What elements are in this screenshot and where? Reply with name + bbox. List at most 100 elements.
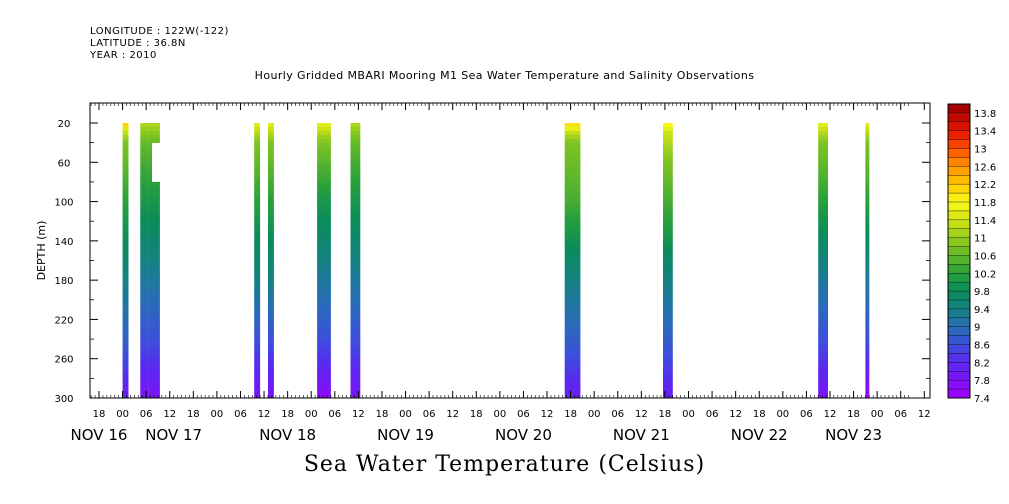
data-cell [148, 193, 160, 198]
x-tick-label: 12 [541, 409, 554, 420]
data-cell [564, 382, 581, 387]
data-cell [140, 236, 149, 242]
data-cell [663, 358, 673, 363]
data-cell [865, 260, 870, 265]
data-cell [564, 130, 581, 136]
data-cell [818, 189, 828, 195]
data-cell [122, 217, 129, 222]
colorbar-swatch [948, 282, 970, 292]
data-cell [268, 386, 274, 391]
data-cell [564, 291, 581, 297]
data-cell [564, 162, 581, 167]
data-cell [564, 276, 581, 281]
data-cell [268, 225, 274, 230]
data-cell [564, 217, 581, 222]
x-date-label: NOV 20 [495, 426, 552, 444]
data-cell [564, 126, 581, 132]
data-cell [564, 138, 581, 143]
data-cell [564, 354, 581, 360]
colorbar-swatch [948, 353, 970, 363]
x-tick-label: 06 [706, 409, 719, 420]
data-cell [317, 138, 331, 143]
data-cell [317, 154, 331, 159]
colorbar-swatch [948, 380, 970, 390]
data-cell [268, 236, 274, 242]
x-tick-label: 06 [140, 409, 153, 420]
data-cell [140, 394, 149, 399]
data-cell [268, 248, 274, 253]
data-cell [663, 244, 673, 250]
data-cell [140, 146, 149, 151]
data-column [254, 123, 261, 399]
data-cell [350, 362, 361, 367]
data-cell [818, 225, 828, 230]
data-cell [663, 291, 673, 297]
data-cell [663, 323, 673, 328]
data-cell [254, 240, 261, 246]
colorbar-label: 7.4 [974, 394, 990, 405]
data-cell [865, 350, 870, 356]
data-cell [564, 311, 581, 316]
data-cell [564, 146, 581, 151]
data-cell [350, 260, 361, 265]
data-cell [254, 264, 261, 269]
data-cell [268, 319, 274, 324]
data-cell [122, 335, 129, 340]
colorbar-swatch [948, 175, 970, 185]
data-cell [140, 335, 149, 340]
data-cell [317, 248, 331, 253]
data-cell [818, 319, 828, 324]
data-cell [317, 354, 331, 360]
data-cell [564, 370, 581, 375]
data-cell [254, 327, 261, 332]
data-cell [268, 354, 274, 360]
data-cell [663, 134, 673, 140]
data-cell [140, 268, 149, 273]
data-cell [140, 346, 149, 352]
data-cell [865, 166, 870, 171]
data-cell [254, 189, 261, 195]
data-cell [254, 197, 261, 202]
data-cell [865, 343, 870, 348]
data-cell [317, 268, 331, 273]
y-tick-label: 260 [54, 355, 73, 366]
data-cell [148, 335, 160, 340]
data-cell [122, 264, 129, 269]
data-cell [148, 374, 160, 379]
data-cell [865, 205, 870, 210]
data-cell [254, 335, 261, 340]
data-cell [254, 142, 261, 147]
data-cell [122, 382, 129, 387]
data-cell [317, 244, 331, 250]
data-cell [317, 303, 331, 308]
data-cell [350, 252, 361, 257]
data-cell [818, 229, 828, 234]
y-tick-label: 100 [54, 198, 73, 209]
data-cell [865, 390, 870, 395]
data-cell [865, 323, 870, 328]
data-cell [564, 174, 581, 179]
data-cell [317, 236, 331, 242]
data-cell [317, 390, 331, 395]
data-cell [148, 358, 160, 363]
data-cell [140, 256, 149, 261]
data-cell [254, 315, 261, 320]
data-cell [140, 185, 149, 191]
data-cell [122, 158, 129, 163]
data-cell [350, 178, 361, 183]
data-cell [818, 213, 828, 218]
data-cell [818, 346, 828, 352]
data-cell [148, 170, 152, 175]
data-cell [663, 248, 673, 253]
data-cell [317, 123, 331, 128]
data-cell [268, 197, 274, 202]
data-cell [140, 319, 149, 324]
data-cell [663, 386, 673, 391]
data-cell [818, 209, 828, 214]
data-cell [865, 276, 870, 281]
y-tick-label: 300 [54, 394, 73, 405]
data-cell [122, 236, 129, 242]
data-cell [350, 264, 361, 269]
data-cell [818, 382, 828, 387]
